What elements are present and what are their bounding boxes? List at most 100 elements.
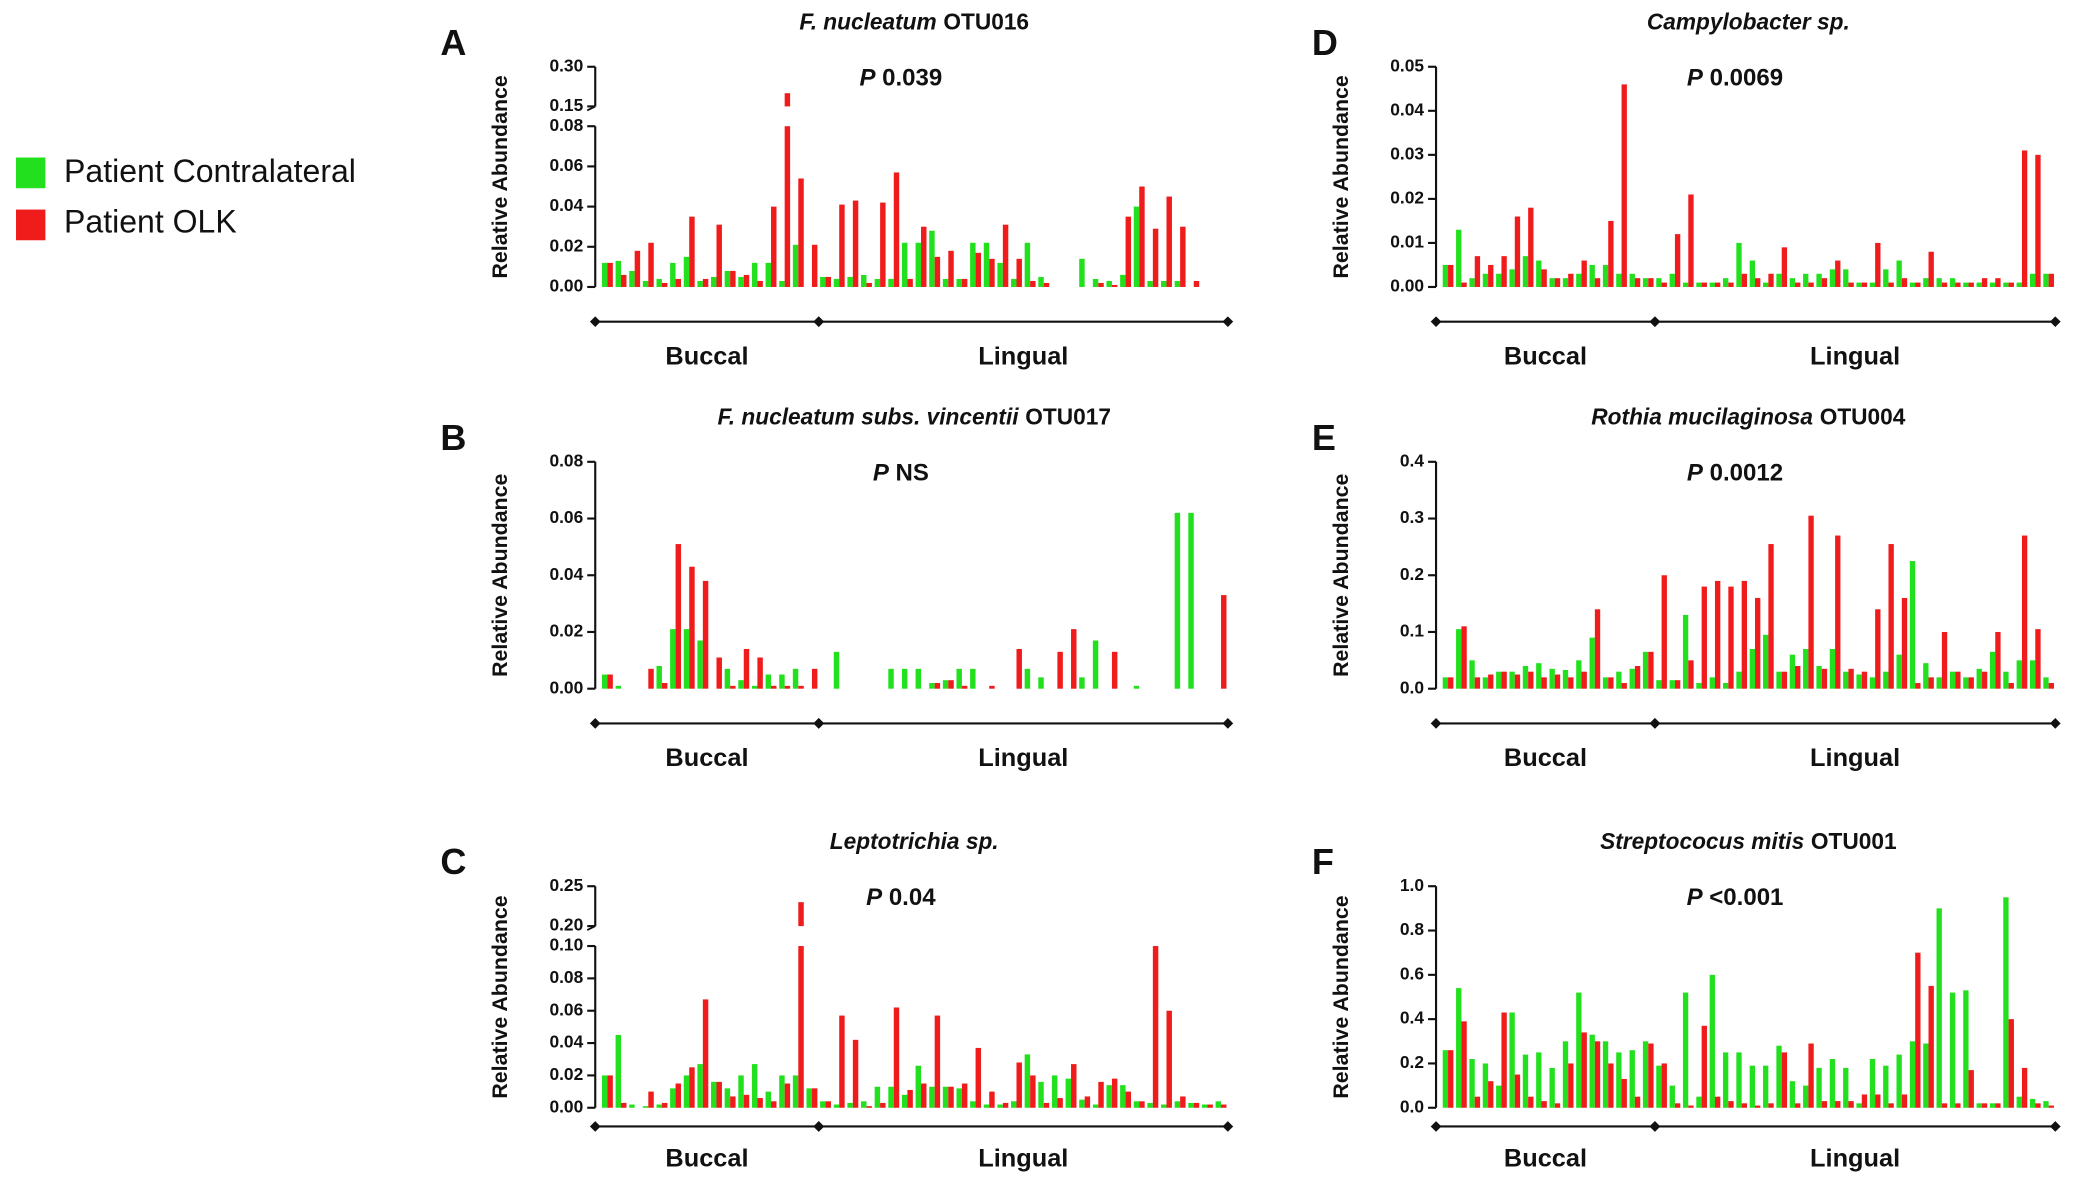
bar xyxy=(1616,273,1622,287)
bar xyxy=(1749,260,1756,287)
bar xyxy=(1968,282,1974,287)
bar xyxy=(1602,677,1609,689)
group-end xyxy=(813,718,825,729)
bar xyxy=(934,683,941,689)
bar xyxy=(1201,1104,1208,1108)
bar xyxy=(716,657,722,689)
bar xyxy=(1936,278,1942,287)
bar xyxy=(888,668,894,689)
bar xyxy=(716,1081,722,1108)
bar xyxy=(1442,1050,1449,1108)
bar xyxy=(1111,284,1118,287)
bar xyxy=(1514,1074,1521,1108)
bar xyxy=(711,276,717,287)
bar xyxy=(1111,651,1118,689)
bar xyxy=(893,1007,900,1108)
bar xyxy=(1803,1085,1809,1108)
bar xyxy=(1963,677,1969,689)
bar xyxy=(1728,282,1734,287)
y-tick-label: 0.04 xyxy=(549,1032,583,1052)
bar xyxy=(601,1075,608,1108)
bar xyxy=(1741,273,1748,287)
group-end xyxy=(1649,1121,1661,1132)
group-end xyxy=(1222,1121,1234,1132)
bar xyxy=(1541,677,1547,689)
bar xyxy=(1936,908,1942,1108)
bar xyxy=(2048,1105,2054,1108)
bar xyxy=(607,1075,613,1108)
bar xyxy=(751,1064,758,1108)
panel-title: Campylobacter sp. xyxy=(1647,8,1850,34)
bar xyxy=(697,1064,703,1108)
bar xyxy=(2021,150,2028,287)
bar xyxy=(1755,597,1761,689)
bar xyxy=(1152,228,1159,287)
bar xyxy=(1875,609,1881,689)
bar xyxy=(1482,677,1489,689)
bar xyxy=(779,280,785,287)
title-species: Rothia mucilaginosa xyxy=(1591,403,1813,429)
bar xyxy=(675,544,682,689)
group-end xyxy=(813,316,825,328)
bar xyxy=(833,1104,840,1108)
bar xyxy=(1030,1075,1036,1108)
bar xyxy=(970,242,976,287)
bar xyxy=(983,242,990,287)
bar xyxy=(1188,1102,1194,1108)
bar xyxy=(1549,1067,1555,1108)
bar xyxy=(1581,671,1587,689)
bar xyxy=(1016,1062,1022,1108)
bar xyxy=(1909,1041,1916,1108)
bar xyxy=(1461,282,1467,287)
bar xyxy=(1803,648,1809,689)
panel-letter: C xyxy=(440,841,466,882)
y-tick-label: 0.10 xyxy=(549,935,583,955)
bar xyxy=(888,278,894,287)
bar xyxy=(1011,278,1017,287)
bar xyxy=(1133,1101,1140,1108)
bar xyxy=(702,999,709,1108)
panel-letter: D xyxy=(1312,22,1338,63)
bar xyxy=(1941,1103,1948,1108)
bar xyxy=(601,674,608,689)
y-tick-label: 0.15 xyxy=(549,95,583,115)
group-label: Lingual xyxy=(1810,1144,1900,1172)
bar xyxy=(1768,273,1774,287)
bar xyxy=(1941,282,1948,287)
group-end xyxy=(1222,316,1234,328)
bar xyxy=(1989,282,1996,287)
bar xyxy=(820,276,826,287)
y-tick-label: 1.0 xyxy=(1400,875,1424,895)
bar xyxy=(934,1015,941,1108)
bar xyxy=(1883,1065,1889,1108)
bar xyxy=(1562,669,1569,689)
bar xyxy=(1949,278,1956,287)
bar xyxy=(724,668,731,689)
y-tick-label: 0.08 xyxy=(549,450,583,470)
bar xyxy=(1079,258,1085,287)
bar xyxy=(1781,247,1788,287)
bar xyxy=(961,685,968,689)
bar xyxy=(861,1101,867,1108)
y-tick-label: 0.05 xyxy=(1390,55,1424,75)
bar xyxy=(738,680,744,689)
bar xyxy=(1621,683,1627,689)
bar xyxy=(1968,677,1974,689)
bar xyxy=(730,270,736,287)
bar xyxy=(825,276,832,287)
bar xyxy=(1474,677,1481,689)
y-tick-label: 0.0 xyxy=(1400,677,1424,697)
y-tick-label: 0.04 xyxy=(1390,99,1424,119)
group-end xyxy=(1649,718,1661,729)
bar xyxy=(784,126,791,287)
bar xyxy=(956,668,962,689)
bar xyxy=(1688,1105,1694,1108)
bar xyxy=(1576,660,1582,689)
annotation-symbol: P xyxy=(859,64,876,91)
bar xyxy=(1111,1078,1118,1108)
bar xyxy=(1995,631,2001,689)
bar xyxy=(1488,264,1494,287)
bar xyxy=(2008,683,2014,689)
bar xyxy=(866,282,872,287)
